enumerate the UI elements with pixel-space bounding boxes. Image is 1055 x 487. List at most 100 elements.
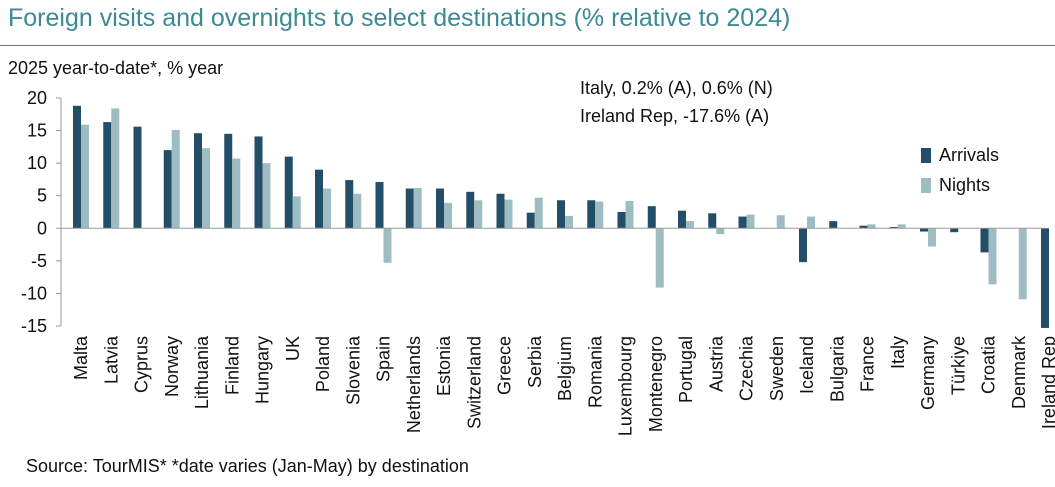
annotation-ireland: Ireland Rep, -17.6% (A) [580, 106, 770, 126]
bar-nights [81, 124, 89, 229]
bar-nights [686, 221, 694, 229]
x-tick-label: Hungary [253, 336, 273, 404]
bar-nights [232, 158, 241, 229]
x-tick-label: Slovenia [343, 335, 363, 405]
bar-nights [171, 129, 180, 229]
bar-arrivals [405, 188, 414, 229]
bar-nights [655, 228, 664, 288]
bar-arrivals [920, 228, 928, 232]
bar-nights [565, 215, 573, 229]
source-note: Source: TourMIS* *date varies (Jan-May) … [26, 456, 469, 476]
x-tick-label: Montenegro [646, 336, 666, 432]
bar-arrivals [829, 221, 838, 229]
bar-nights [444, 202, 452, 229]
bar-nights [1018, 228, 1027, 300]
x-tick-label: Malta [71, 335, 91, 380]
bar-arrivals [466, 191, 475, 229]
bar-arrivals [133, 126, 142, 229]
y-tick-label: -10 [21, 283, 47, 303]
x-tick-label: Ireland Rep [1039, 336, 1055, 429]
bar-nights [928, 228, 936, 247]
x-tick-label: Bulgaria [827, 335, 847, 402]
bar-nights [625, 200, 634, 229]
x-tick-label: Sweden [767, 336, 787, 401]
y-tick-label: -5 [31, 251, 47, 271]
bar-nights [292, 196, 301, 229]
bar-nights [807, 216, 815, 229]
x-tick-label: Finland [222, 336, 242, 395]
x-tick-label: Netherlands [404, 336, 424, 433]
bar-nights [202, 148, 210, 229]
legend: Arrivals Nights [921, 140, 999, 200]
bar-arrivals [163, 150, 172, 229]
y-axis-label: 2025 year-to-date*, % year [8, 58, 224, 78]
x-tick-label: Luxembourg [616, 336, 636, 436]
x-tick-label: France [858, 336, 878, 392]
y-tick-label: -15 [21, 316, 47, 336]
x-tick-label: Norway [162, 336, 182, 397]
x-tick-label: Denmark [1009, 335, 1029, 409]
title-divider [0, 45, 1055, 46]
bar-nights [353, 193, 362, 229]
bar-arrivals [799, 228, 807, 263]
legend-label-nights: Nights [939, 174, 991, 195]
legend-swatch-arrivals [921, 147, 931, 163]
x-tick-label: Croatia [979, 335, 999, 394]
x-tick-label: Lithuania [192, 335, 212, 409]
chart-title: Foreign visits and overnights to select … [8, 4, 791, 32]
bar-nights [111, 108, 120, 229]
bar-nights [504, 199, 513, 229]
bar-arrivals [859, 225, 868, 229]
y-tick-label: 20 [27, 88, 47, 108]
x-tick-label: Latvia [101, 335, 121, 384]
bar-arrivals [73, 105, 81, 229]
x-tick-label: Italy [888, 336, 908, 369]
x-tick-label: UK [283, 336, 303, 361]
y-tick-label: 15 [27, 121, 47, 141]
bar-arrivals [103, 122, 112, 229]
x-tick-label: Austria [706, 335, 726, 392]
bar-arrivals [284, 156, 293, 229]
bar-arrivals [647, 206, 656, 229]
bar-arrivals [889, 226, 898, 229]
x-tick-label: Poland [313, 336, 333, 392]
bar-arrivals [587, 200, 596, 229]
bar-arrivals [980, 228, 989, 253]
bar-nights [383, 228, 392, 263]
bar-arrivals [194, 133, 202, 229]
x-tick-label: Switzerland [464, 336, 484, 429]
bar-nights [413, 187, 422, 229]
bar-nights [746, 214, 755, 229]
x-tick-label: Czechia [737, 335, 757, 401]
bar-nights [262, 163, 271, 229]
x-tick-label: Germany [918, 336, 938, 410]
bar-arrivals [224, 133, 233, 229]
bar-nights [988, 228, 997, 285]
x-tick-label: Estonia [434, 335, 454, 396]
x-tick-label: Spain [374, 336, 394, 382]
bar-arrivals [526, 212, 535, 229]
y-tick-label: 10 [27, 153, 47, 173]
bar-arrivals [436, 188, 444, 229]
legend-item-arrivals: Arrivals [921, 140, 999, 170]
bar-arrivals [315, 169, 323, 229]
annotation-italy: Italy, 0.2% (A), 0.6% (N) [580, 78, 773, 98]
bar-arrivals [1041, 228, 1049, 328]
x-tick-label: Iceland [797, 336, 817, 394]
bar-arrivals [496, 193, 505, 229]
legend-item-nights: Nights [921, 170, 999, 200]
x-tick-label: Belgium [555, 336, 575, 401]
x-tick-label: Türkiye [948, 336, 968, 395]
bar-arrivals [617, 212, 626, 229]
bar-nights [776, 215, 785, 229]
bar-arrivals [345, 180, 354, 229]
bar-nights [595, 201, 604, 229]
bar-nights [867, 224, 876, 229]
x-tick-label: Romania [585, 335, 605, 408]
legend-swatch-nights [921, 177, 931, 193]
bar-arrivals [738, 216, 747, 229]
y-tick-label: 5 [37, 186, 47, 206]
x-tick-label: Serbia [525, 335, 545, 388]
bar-nights [474, 200, 483, 229]
